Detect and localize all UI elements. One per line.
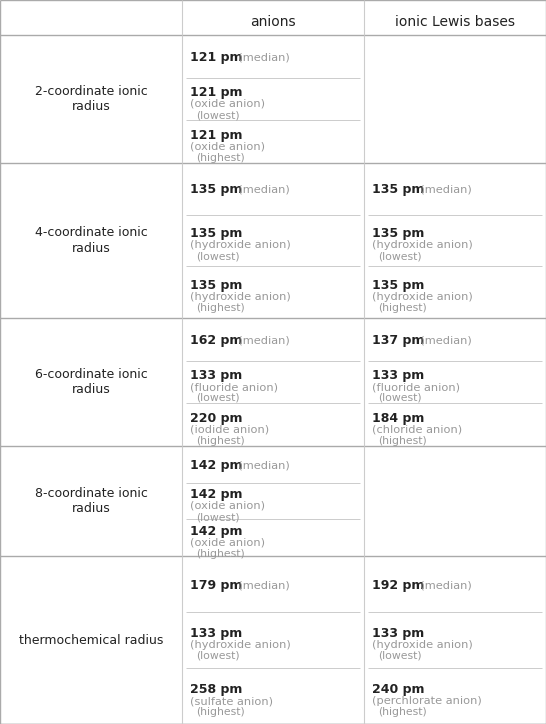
Text: (lowest): (lowest) <box>378 251 422 261</box>
Text: (hydroxide anion): (hydroxide anion) <box>372 292 473 302</box>
Text: 179 pm: 179 pm <box>190 578 242 592</box>
Text: 135 pm: 135 pm <box>190 227 242 240</box>
Text: 2-coordinate ionic
radius: 2-coordinate ionic radius <box>34 85 147 113</box>
Text: 220 pm: 220 pm <box>190 412 242 425</box>
Text: (chloride anion): (chloride anion) <box>372 425 462 434</box>
Text: (lowest): (lowest) <box>378 651 422 661</box>
Text: 135 pm: 135 pm <box>190 183 242 196</box>
Text: 4-coordinate ionic
radius: 4-coordinate ionic radius <box>34 227 147 255</box>
Text: 142 pm: 142 pm <box>190 488 242 501</box>
Text: (hydroxide anion): (hydroxide anion) <box>372 640 473 650</box>
Text: (median): (median) <box>231 185 289 195</box>
Text: (median): (median) <box>413 580 472 590</box>
Text: (highest): (highest) <box>196 549 245 559</box>
Text: (oxide anion): (oxide anion) <box>190 538 265 547</box>
Text: (lowest): (lowest) <box>196 651 240 661</box>
Text: (hydroxide anion): (hydroxide anion) <box>190 292 291 302</box>
Text: 135 pm: 135 pm <box>372 279 424 292</box>
Text: ionic Lewis bases: ionic Lewis bases <box>395 15 515 30</box>
Text: (median): (median) <box>413 185 472 195</box>
Text: (hydroxide anion): (hydroxide anion) <box>190 640 291 650</box>
Text: 133 pm: 133 pm <box>190 627 242 640</box>
Text: (lowest): (lowest) <box>196 393 240 403</box>
Text: (lowest): (lowest) <box>378 393 422 403</box>
Text: (highest): (highest) <box>378 303 427 313</box>
Text: (highest): (highest) <box>378 707 427 717</box>
Text: 258 pm: 258 pm <box>190 683 242 696</box>
Text: 133 pm: 133 pm <box>372 369 424 382</box>
Text: 192 pm: 192 pm <box>372 578 424 592</box>
Text: 162 pm: 162 pm <box>190 334 242 347</box>
Text: 121 pm: 121 pm <box>190 86 242 99</box>
Text: 240 pm: 240 pm <box>372 683 424 696</box>
Text: (fluoride anion): (fluoride anion) <box>190 382 278 392</box>
Text: (median): (median) <box>231 460 289 471</box>
Text: 8-coordinate ionic
radius: 8-coordinate ionic radius <box>34 487 147 515</box>
Text: (hydroxide anion): (hydroxide anion) <box>372 240 473 251</box>
Text: (median): (median) <box>231 335 289 345</box>
Text: (hydroxide anion): (hydroxide anion) <box>190 240 291 251</box>
Text: (sulfate anion): (sulfate anion) <box>190 696 273 706</box>
Text: 184 pm: 184 pm <box>372 412 424 425</box>
Text: thermochemical radius: thermochemical radius <box>19 634 163 647</box>
Text: (highest): (highest) <box>196 303 245 313</box>
Text: (highest): (highest) <box>196 153 245 163</box>
Text: (lowest): (lowest) <box>196 110 240 120</box>
Text: 142 pm: 142 pm <box>190 459 242 472</box>
Text: 121 pm: 121 pm <box>190 129 242 142</box>
Text: (oxide anion): (oxide anion) <box>190 142 265 151</box>
Text: anions: anions <box>250 15 296 30</box>
Text: (median): (median) <box>413 335 472 345</box>
Text: (iodide anion): (iodide anion) <box>190 425 269 434</box>
Text: (highest): (highest) <box>378 436 427 446</box>
Text: (median): (median) <box>231 580 289 590</box>
Text: 137 pm: 137 pm <box>372 334 424 347</box>
Text: 135 pm: 135 pm <box>372 227 424 240</box>
Text: (median): (median) <box>231 52 289 62</box>
Text: 133 pm: 133 pm <box>190 369 242 382</box>
Text: 142 pm: 142 pm <box>190 525 242 538</box>
Text: (lowest): (lowest) <box>196 512 240 522</box>
Text: 6-coordinate ionic
radius: 6-coordinate ionic radius <box>34 368 147 396</box>
Text: (highest): (highest) <box>196 436 245 446</box>
Text: (highest): (highest) <box>196 707 245 717</box>
Text: 121 pm: 121 pm <box>190 51 242 64</box>
Text: (perchlorate anion): (perchlorate anion) <box>372 696 482 706</box>
Text: (lowest): (lowest) <box>196 251 240 261</box>
Text: (oxide anion): (oxide anion) <box>190 99 265 109</box>
Text: (oxide anion): (oxide anion) <box>190 501 265 511</box>
Text: 135 pm: 135 pm <box>372 183 424 196</box>
Text: 133 pm: 133 pm <box>372 627 424 640</box>
Text: 135 pm: 135 pm <box>190 279 242 292</box>
Text: (fluoride anion): (fluoride anion) <box>372 382 460 392</box>
